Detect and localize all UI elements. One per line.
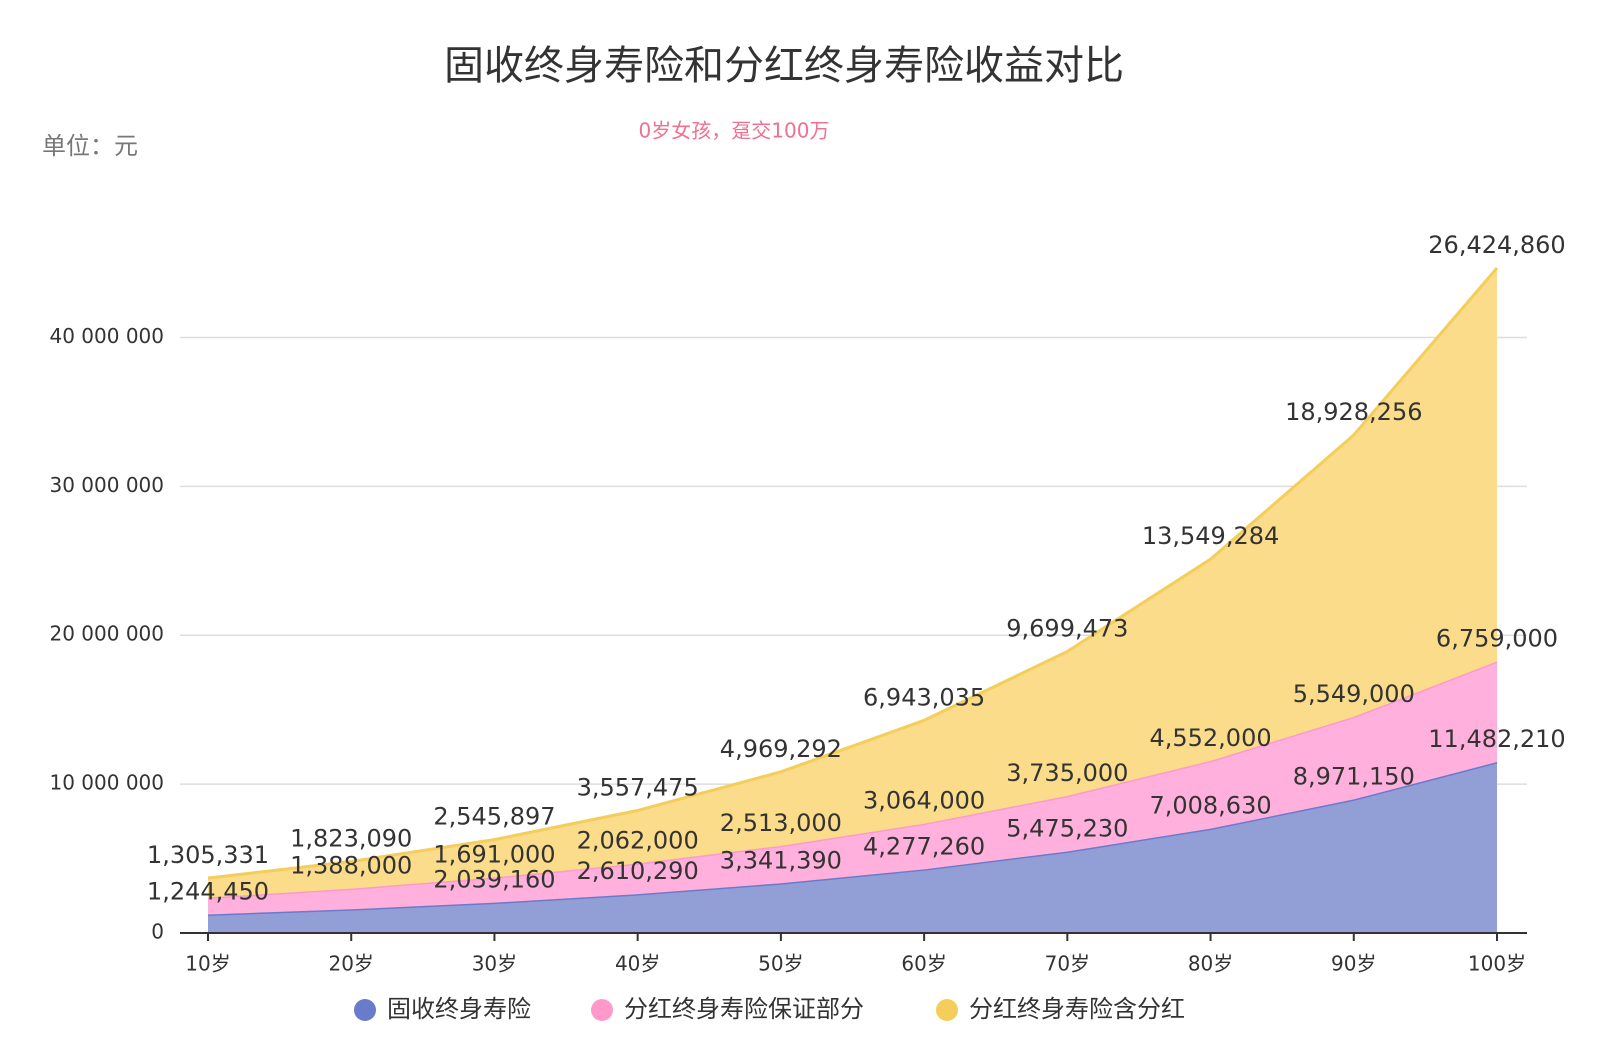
x-tick-label: 70岁 bbox=[1045, 952, 1090, 976]
data-label: 6,943,035 bbox=[863, 683, 985, 711]
legend-label: 固收终身寿险 bbox=[387, 995, 531, 1023]
x-tick-label: 90岁 bbox=[1331, 952, 1376, 976]
data-label: 3,557,475 bbox=[577, 773, 699, 801]
x-tick-label: 50岁 bbox=[758, 952, 803, 976]
data-label: 8,971,150 bbox=[1293, 762, 1415, 790]
data-label: 6,759,000 bbox=[1436, 624, 1558, 652]
data-label: 13,549,284 bbox=[1142, 522, 1279, 550]
area bbox=[208, 267, 1497, 898]
data-label: 4,552,000 bbox=[1149, 724, 1271, 752]
data-label: 2,545,897 bbox=[433, 803, 555, 831]
area bbox=[208, 762, 1497, 933]
x-tick-label: 60岁 bbox=[901, 952, 946, 976]
legend-label: 分红终身寿险含分红 bbox=[969, 995, 1185, 1023]
data-label: 3,064,000 bbox=[863, 787, 985, 815]
x-tick-label: 80岁 bbox=[1188, 952, 1233, 976]
data-label: 1,244,450 bbox=[147, 877, 269, 905]
y-tick-label: 10 000 000 bbox=[49, 771, 164, 795]
legend-marker bbox=[936, 999, 958, 1021]
data-label: 2,062,000 bbox=[577, 826, 699, 854]
data-label: 2,513,000 bbox=[720, 809, 842, 837]
chart-title: 固收终身寿险和分红终身寿险收益对比 bbox=[444, 43, 1124, 89]
data-label: 1,305,331 bbox=[147, 841, 269, 869]
data-label: 1,388,000 bbox=[290, 852, 412, 880]
legend-marker bbox=[591, 999, 613, 1021]
data-label: 1,823,090 bbox=[290, 824, 412, 852]
data-label: 5,475,230 bbox=[1006, 814, 1128, 842]
chart-subtitle: 0岁女孩，趸交100万 bbox=[639, 119, 830, 143]
y-tick-label: 20 000 000 bbox=[49, 622, 164, 646]
data-label: 3,341,390 bbox=[720, 846, 842, 874]
data-label: 2,610,290 bbox=[577, 857, 699, 885]
area-line bbox=[207, 266, 1499, 880]
data-label: 2,039,160 bbox=[433, 866, 555, 894]
y-tick-label: 30 000 000 bbox=[49, 473, 164, 497]
legend-label: 分红终身寿险保证部分 bbox=[624, 995, 864, 1023]
x-tick-label: 30岁 bbox=[472, 952, 517, 976]
x-tick-label: 20岁 bbox=[328, 952, 373, 976]
legend-marker bbox=[354, 999, 376, 1021]
unit-label: 单位：元 bbox=[42, 132, 138, 160]
data-label: 4,969,292 bbox=[720, 735, 842, 763]
x-tick-label: 40岁 bbox=[615, 952, 660, 976]
y-tick-label: 40 000 000 bbox=[49, 324, 164, 348]
area bbox=[208, 661, 1497, 915]
data-label: 5,549,000 bbox=[1293, 680, 1415, 708]
y-tick-label: 0 bbox=[151, 920, 164, 944]
data-label: 11,482,210 bbox=[1428, 725, 1565, 753]
data-label: 18,928,256 bbox=[1285, 398, 1422, 426]
x-tick-label: 10岁 bbox=[185, 952, 230, 976]
data-label: 3,735,000 bbox=[1006, 759, 1128, 787]
data-label: 4,277,260 bbox=[863, 832, 985, 860]
x-tick-label: 100岁 bbox=[1468, 952, 1526, 976]
data-label: 26,424,860 bbox=[1428, 231, 1565, 259]
data-label: 9,699,473 bbox=[1006, 614, 1128, 642]
data-label: 7,008,630 bbox=[1149, 792, 1271, 820]
data-label: 1,691,000 bbox=[433, 840, 555, 868]
